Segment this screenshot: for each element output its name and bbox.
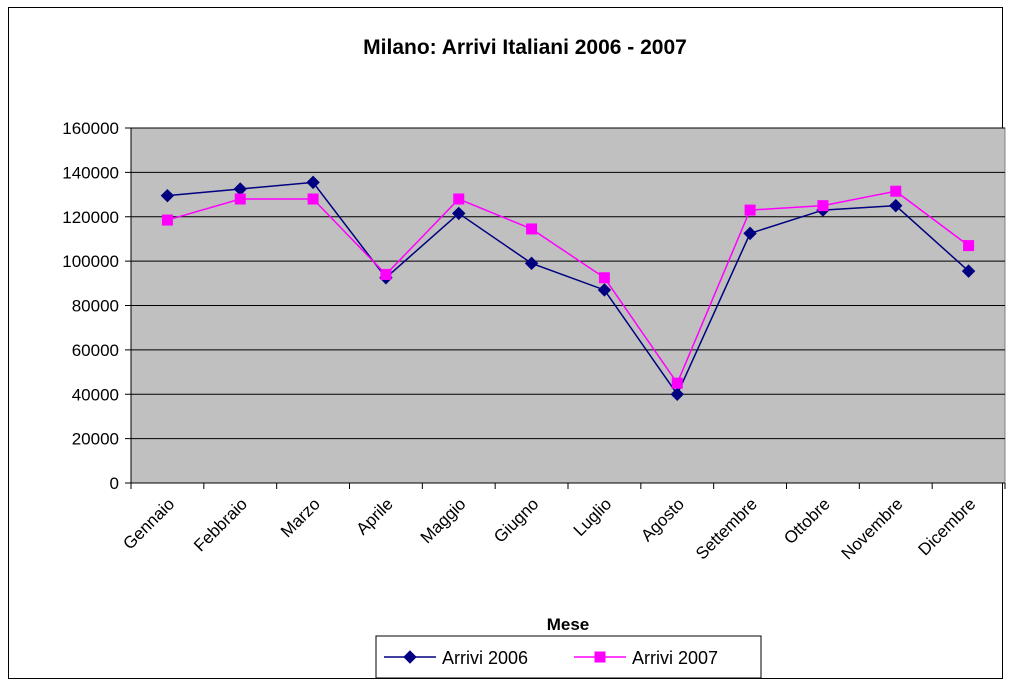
x-tick-label: Maggio xyxy=(417,494,470,547)
x-axis-title: Mese xyxy=(547,615,590,634)
x-tick-label: Ottobre xyxy=(780,494,834,548)
y-tick-label: 0 xyxy=(110,474,119,493)
data-point xyxy=(598,272,610,284)
x-tick-label: Giugno xyxy=(490,494,542,546)
plot-area: 0 20000 40000 60000 80000 100000 120000 140000 1… xyxy=(62,119,1006,563)
data-point xyxy=(380,268,392,280)
legend-marker xyxy=(403,650,417,664)
legend-label: Arrivi 2007 xyxy=(632,648,718,668)
y-tick-label: 160000 xyxy=(62,119,119,138)
legend-label: Arrivi 2006 xyxy=(442,648,528,668)
x-tick-label: Agosto xyxy=(637,494,688,545)
data-point xyxy=(306,175,320,190)
x-tick-label: Marzo xyxy=(277,494,324,541)
data-point xyxy=(452,206,466,221)
x-tick-label: Aprile xyxy=(353,494,397,538)
data-point xyxy=(744,204,756,216)
data-point xyxy=(743,226,757,241)
y-tick-label: 120000 xyxy=(62,208,119,227)
data-point xyxy=(161,214,173,226)
chart-title: Milano: Arrivi Italiani 2006 - 2007 xyxy=(363,36,687,59)
y-tick-label: 60000 xyxy=(72,341,119,360)
x-tick-label: Dicembre xyxy=(915,494,980,559)
data-point xyxy=(963,240,975,252)
legend-box xyxy=(375,635,762,679)
data-point xyxy=(160,188,175,203)
data-point xyxy=(453,193,465,205)
data-point xyxy=(817,200,829,212)
data-point xyxy=(889,198,903,213)
y-tick-label: 80000 xyxy=(72,297,119,316)
y-tick-label: 100000 xyxy=(62,252,119,271)
y-tick-label: 40000 xyxy=(72,385,119,404)
data-point xyxy=(597,283,612,297)
data-point xyxy=(961,264,976,278)
data-point xyxy=(524,256,539,271)
series-line-arrivi-2007 xyxy=(167,190,970,385)
data-point xyxy=(670,387,684,401)
series-line-arrivi-2006 xyxy=(167,181,970,396)
data-point xyxy=(890,185,902,197)
y-tick-label: 20000 xyxy=(72,430,119,449)
legend-marker xyxy=(594,651,606,663)
legend: Arrivi 2006 Arrivi 2007 xyxy=(375,635,762,679)
x-tick-label: Febbraio xyxy=(190,494,251,555)
x-tick-label: Settembre xyxy=(692,494,761,563)
y-tick-label: 140000 xyxy=(62,163,119,182)
x-tick-label: Gennaio xyxy=(119,494,178,553)
x-tick-label: Luglio xyxy=(570,494,616,540)
data-point xyxy=(671,377,683,389)
x-tick-label: Novembre xyxy=(838,494,907,563)
data-point xyxy=(234,193,246,205)
data-point xyxy=(307,193,319,205)
data-point xyxy=(526,223,538,235)
